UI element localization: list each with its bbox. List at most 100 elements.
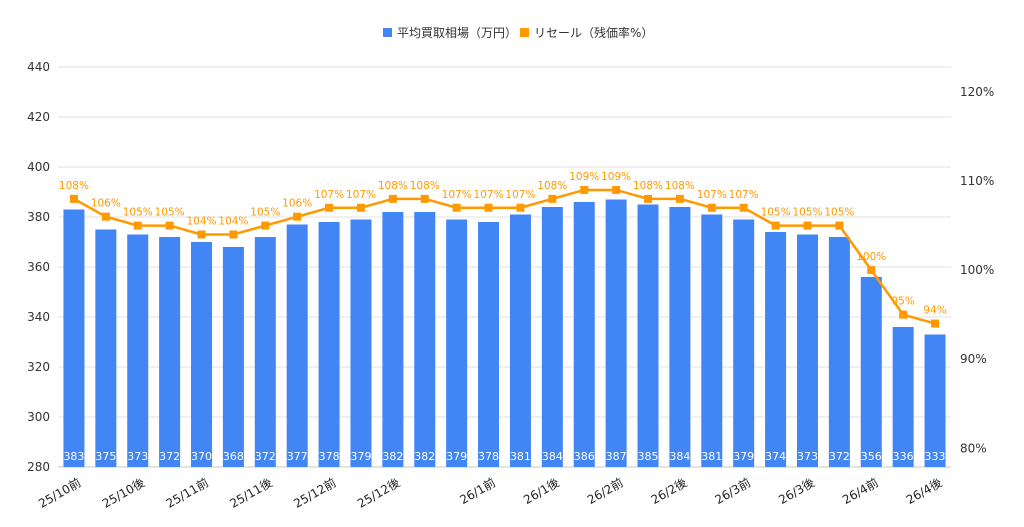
bar [765,232,787,467]
line-marker [612,185,621,194]
x-axis-tick-label: 26/1前 [457,475,498,507]
bar [254,237,276,467]
x-axis-tick-label: 25/11後 [227,475,274,510]
x-axis-tick-label: 25/10前 [36,475,84,511]
bar-data-label: 379 [350,450,371,463]
bar-data-label: 372 [159,450,180,463]
x-axis-tick-label: 26/4後 [904,475,945,507]
bar [63,209,85,467]
line-marker [101,212,110,221]
line-data-label: 108% [537,180,567,192]
bar-data-label: 387 [606,450,627,463]
line-data-label: 105% [824,207,854,219]
left-axis-tick-label: 300 [27,410,50,424]
bar-data-label: 374 [765,450,786,463]
line-marker [516,203,525,212]
x-axis-tick-label: 26/4前 [840,475,881,507]
line-marker [675,194,684,203]
left-axis-tick-label: 360 [27,260,50,274]
line-marker [229,230,238,239]
line-data-label: 109% [569,171,599,183]
bar [637,204,659,467]
x-axis-tick-label: 26/2前 [584,475,625,507]
bar-data-label: 336 [893,450,914,463]
line-data-label: 106% [91,198,121,210]
bar-data-label: 379 [446,450,467,463]
bar [509,214,531,467]
x-axis-tick-label: 26/1後 [521,475,562,507]
line-data-label: 108% [665,180,695,192]
bar [828,237,850,467]
line-data-label: 107% [314,189,344,201]
line-data-label: 106% [282,198,312,210]
bar [892,327,914,467]
bar-data-label: 383 [63,450,84,463]
bar-data-label: 333 [925,450,946,463]
bar [191,242,213,467]
line-marker [931,319,940,328]
bar-data-label: 379 [733,450,754,463]
line-data-label: 104% [187,215,217,227]
line-data-label: 104% [218,215,248,227]
bar [541,207,563,467]
legend-bar-swatch [383,28,392,37]
left-axis-tick-label: 400 [27,160,50,174]
bar-data-label: 381 [510,450,531,463]
bar [924,334,946,467]
bar-data-label: 368 [223,450,244,463]
right-axis-tick-label: 110% [960,174,994,188]
line-marker [293,212,302,221]
right-axis-tick-label: 80% [960,441,987,455]
line-marker [644,194,653,203]
bar-data-label: 370 [191,450,212,463]
bar [414,212,436,467]
bar-data-label: 356 [861,450,882,463]
line-marker [69,194,78,203]
line-data-label: 107% [697,189,727,201]
line-marker [388,194,397,203]
x-axis-tick-label: 26/3後 [776,475,817,507]
line-marker [899,310,908,319]
line-marker [197,230,206,239]
bar [286,224,308,467]
right-axis-tick-label: 90% [960,352,987,366]
line-data-label: 105% [123,207,153,219]
line-marker [803,221,812,230]
line-data-label: 107% [346,189,376,201]
line-data-label: 94% [923,305,946,317]
bar-data-label: 382 [382,450,403,463]
left-axis-tick-label: 280 [27,460,50,474]
legend-line-label: リセール（残価率%） [534,25,653,40]
bar-data-label: 373 [127,450,148,463]
bar-data-label: 381 [701,450,722,463]
line-data-label: 108% [378,180,408,192]
bar-data-label: 378 [478,450,499,463]
left-axis-tick-label: 340 [27,310,50,324]
bar-data-label: 375 [95,450,116,463]
line-data-label: 105% [761,207,791,219]
line-data-label: 108% [633,180,663,192]
bar [382,212,404,467]
line-marker [548,194,557,203]
line-data-label: 105% [792,207,822,219]
bar [127,234,149,467]
bar [478,222,500,467]
line-marker [580,185,589,194]
line-marker [133,221,142,230]
bar [573,202,595,467]
bar-data-label: 373 [797,450,818,463]
left-axis-tick-label: 320 [27,360,50,374]
line-data-label: 108% [410,180,440,192]
line-marker [165,221,174,230]
bar [605,199,627,467]
line-marker [739,203,748,212]
bar-data-label: 382 [414,450,435,463]
line-data-label: 107% [729,189,759,201]
line-marker [261,221,270,230]
bar [860,277,882,467]
line-data-label: 108% [59,180,89,192]
line-series [73,188,936,325]
legend-bar-label: 平均買取相場（万円） [397,26,517,40]
